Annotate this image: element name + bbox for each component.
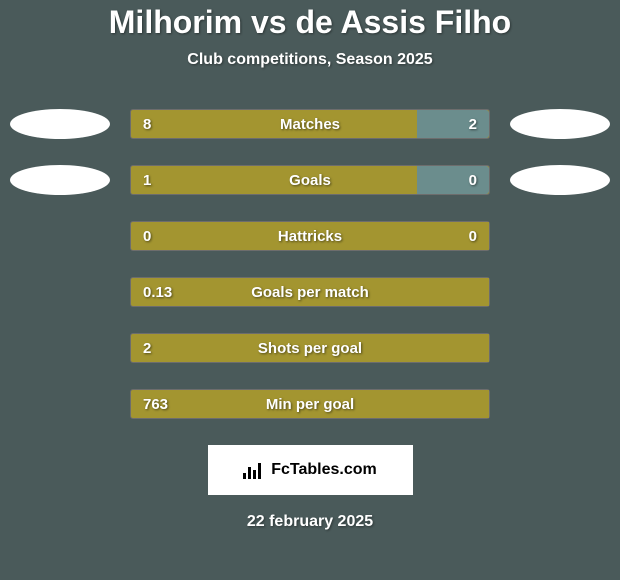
stat-label: Matches — [280, 116, 340, 133]
stat-row: 2 Shots per goal — [10, 333, 610, 363]
stat-row: 8 2 Matches — [10, 109, 610, 139]
stat-value-left: 0 — [143, 228, 151, 245]
stat-value-left: 8 — [143, 116, 151, 133]
stat-bar: 1 0 Goals — [130, 165, 490, 195]
player-left-icon — [10, 165, 110, 195]
stat-bar: 0.13 Goals per match — [130, 277, 490, 307]
stat-value-right: 0 — [469, 172, 477, 189]
stat-value-left: 1 — [143, 172, 151, 189]
stats-container: 8 2 Matches 1 0 Goals 0 0 Hattricks 0.13 Goals per… — [0, 109, 620, 419]
player-right-icon — [510, 109, 610, 139]
stat-bar: 763 Min per goal — [130, 389, 490, 419]
page-subtitle: Club competitions, Season 2025 — [0, 51, 620, 69]
stat-label: Shots per goal — [258, 340, 362, 357]
stat-value-left: 0.13 — [143, 284, 172, 301]
stat-value-left: 2 — [143, 340, 151, 357]
bar-segment-left — [131, 166, 417, 194]
bar-segment-left — [131, 110, 417, 138]
main-container: Milhorim vs de Assis Filho Club competit… — [0, 0, 620, 531]
stat-label: Hattricks — [278, 228, 342, 245]
footer-date: 22 february 2025 — [0, 513, 620, 531]
brand-box[interactable]: FcTables.com — [208, 445, 413, 495]
player-right-icon — [510, 165, 610, 195]
stat-value-right: 2 — [469, 116, 477, 133]
page-title: Milhorim vs de Assis Filho — [0, 4, 620, 41]
stat-bar: 0 0 Hattricks — [130, 221, 490, 251]
stat-row: 0.13 Goals per match — [10, 277, 610, 307]
stat-bar: 2 Shots per goal — [130, 333, 490, 363]
player-left-icon — [10, 109, 110, 139]
chart-icon — [243, 461, 263, 479]
stat-bar: 8 2 Matches — [130, 109, 490, 139]
bar-segment-right — [417, 110, 489, 138]
stat-row: 0 0 Hattricks — [10, 221, 610, 251]
stat-value-left: 763 — [143, 396, 168, 413]
stat-row: 763 Min per goal — [10, 389, 610, 419]
stat-value-right: 0 — [469, 228, 477, 245]
brand-text: FcTables.com — [271, 461, 377, 479]
stat-label: Goals — [289, 172, 331, 189]
stat-label: Min per goal — [266, 396, 354, 413]
stat-row: 1 0 Goals — [10, 165, 610, 195]
bar-segment-right — [417, 166, 489, 194]
stat-label: Goals per match — [251, 284, 369, 301]
